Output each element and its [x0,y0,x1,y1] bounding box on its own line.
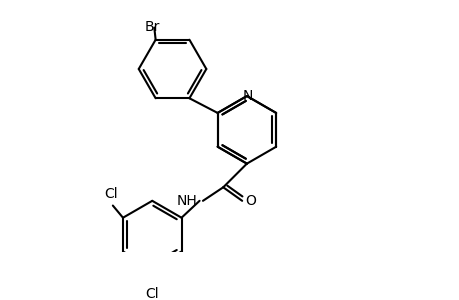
Text: N: N [242,89,253,103]
Text: Cl: Cl [145,287,159,300]
Text: Cl: Cl [104,187,118,201]
Text: Br: Br [144,20,160,34]
Text: NH: NH [176,194,197,208]
Text: O: O [245,194,256,208]
